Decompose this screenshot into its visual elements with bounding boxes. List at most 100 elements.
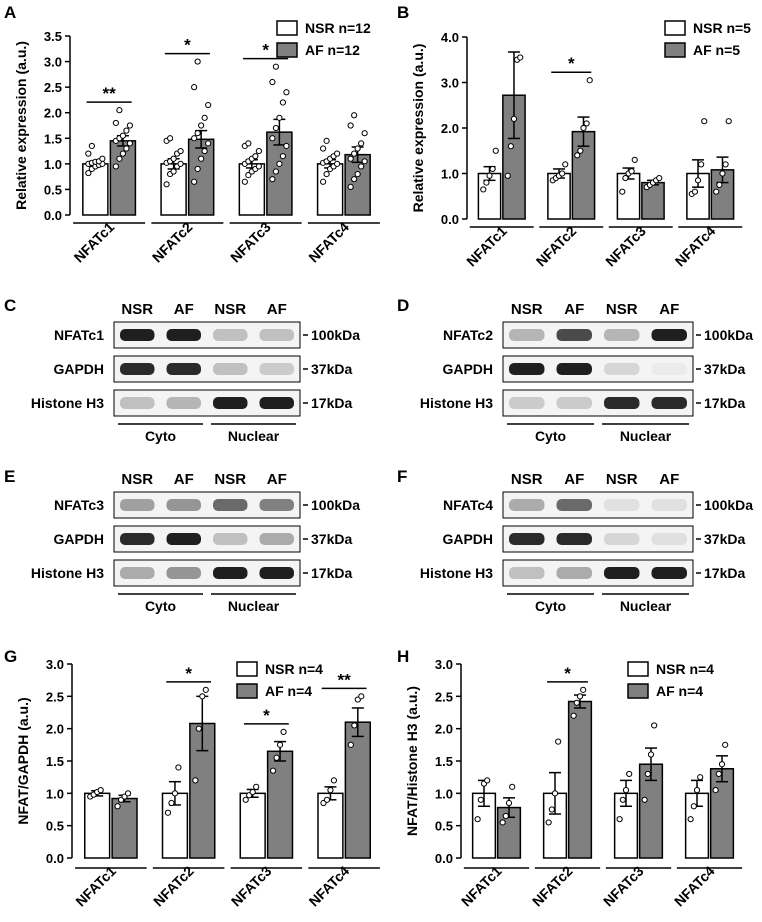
blot-band — [259, 329, 294, 341]
blot-band — [604, 499, 640, 511]
category-label: NFATc4 — [306, 863, 353, 910]
data-point — [112, 163, 119, 170]
y-tick-label: 4.0 — [441, 30, 459, 45]
legend-label: AF n=4 — [265, 683, 312, 699]
panel-letter-h: H — [397, 647, 409, 666]
data-point — [323, 137, 330, 144]
blot-band — [556, 397, 592, 409]
legend-label: AF n=5 — [693, 42, 740, 58]
data-point — [351, 112, 358, 119]
data-point — [691, 188, 699, 195]
data-point — [641, 796, 648, 803]
data-point — [177, 147, 184, 155]
data-point — [509, 783, 516, 790]
blot-band — [259, 499, 294, 511]
blot-band — [556, 499, 592, 511]
y-tick-label: 0.0 — [46, 851, 64, 866]
lane-label: AF — [267, 471, 287, 488]
category-label: NFATc3 — [228, 863, 275, 910]
blot-band — [259, 363, 294, 375]
lane-label: AF — [267, 301, 287, 318]
lane-label: NSR — [214, 471, 246, 488]
lane-label: AF — [564, 471, 584, 488]
data-point — [164, 809, 172, 816]
y-tick-label: 2.0 — [435, 722, 453, 737]
blot-band — [259, 533, 294, 545]
size-marker-label: 17kDa — [704, 395, 745, 411]
blot-row-label: Histone H3 — [31, 565, 104, 581]
blot-band — [120, 533, 155, 545]
data-point — [545, 819, 552, 826]
data-point — [126, 140, 134, 147]
data-point — [194, 165, 201, 173]
data-point — [504, 172, 511, 179]
data-point — [334, 150, 341, 157]
blot-row-label: Histone H3 — [420, 565, 493, 581]
data-point — [715, 770, 722, 778]
blot-band — [651, 567, 687, 579]
data-point — [192, 777, 199, 784]
lane-label: AF — [659, 301, 679, 318]
data-point — [97, 787, 104, 794]
legend-label: NSR n=5 — [693, 20, 751, 36]
legend-swatch-nsr — [236, 661, 258, 677]
lane-label: AF — [659, 471, 679, 488]
category-label: NFATc4 — [671, 863, 718, 910]
blot-e: NSR AF NSR AF NFATc3 100kDa GAPDH 37kDa Histone … — [31, 471, 360, 614]
data-point — [477, 796, 484, 803]
data-point — [170, 155, 177, 162]
data-point — [347, 741, 354, 748]
panel-letter-a: A — [4, 3, 16, 22]
y-tick-label: 3.5 — [44, 29, 62, 44]
significance-marker: ** — [338, 670, 352, 689]
data-point — [269, 78, 276, 86]
data-point — [725, 118, 732, 125]
data-point — [269, 176, 276, 183]
data-point — [119, 132, 126, 139]
lane-label: NSR — [214, 301, 246, 318]
data-point — [586, 77, 593, 84]
size-marker-label: 37kDa — [311, 361, 352, 377]
blot-band — [120, 397, 155, 409]
panel-letter-g: G — [4, 647, 17, 666]
data-point — [719, 170, 726, 177]
size-marker-label: 37kDa — [704, 361, 745, 377]
data-point — [354, 145, 361, 152]
data-point — [347, 122, 354, 129]
data-point — [272, 168, 279, 175]
data-point — [194, 130, 201, 137]
data-point — [255, 147, 262, 155]
y-tick-label: 3.0 — [44, 55, 62, 70]
size-marker-label: 100kDa — [704, 497, 753, 513]
data-point — [199, 693, 206, 700]
y-tick-label: 3.0 — [46, 657, 64, 672]
blot-band — [651, 499, 687, 511]
category-label: NFATc1 — [72, 863, 119, 910]
lane-label: NSR — [121, 301, 153, 318]
data-point — [279, 99, 287, 106]
y-tick-label: 1.0 — [44, 157, 62, 172]
data-point — [510, 115, 518, 123]
blot-band — [166, 567, 201, 579]
bar-nsr — [616, 172, 641, 220]
data-point — [269, 767, 277, 774]
size-marker-label: 100kDa — [704, 327, 753, 343]
y-tick-label: 1.5 — [44, 131, 62, 146]
lane-label: NSR — [121, 471, 153, 488]
data-point — [280, 728, 287, 736]
fraction-label: Cyto — [145, 598, 176, 614]
data-point — [718, 761, 726, 768]
data-point — [112, 119, 119, 127]
size-marker-label: 100kDa — [311, 327, 360, 343]
blot-band — [213, 533, 248, 545]
size-marker-label: 37kDa — [704, 531, 745, 547]
data-point — [198, 122, 205, 129]
data-point — [191, 178, 198, 185]
y-tick-label: 0.0 — [435, 851, 453, 866]
blot-band — [509, 397, 545, 409]
y-tick-label: 1.0 — [435, 786, 453, 801]
fraction-label: Nuclear — [228, 428, 280, 444]
blot-row-label: NFATc4 — [443, 497, 493, 513]
data-point — [361, 158, 368, 165]
blot-c: NSR AF NSR AF NFATc1 100kDa GAPDH 37kDa Histone … — [31, 301, 360, 444]
